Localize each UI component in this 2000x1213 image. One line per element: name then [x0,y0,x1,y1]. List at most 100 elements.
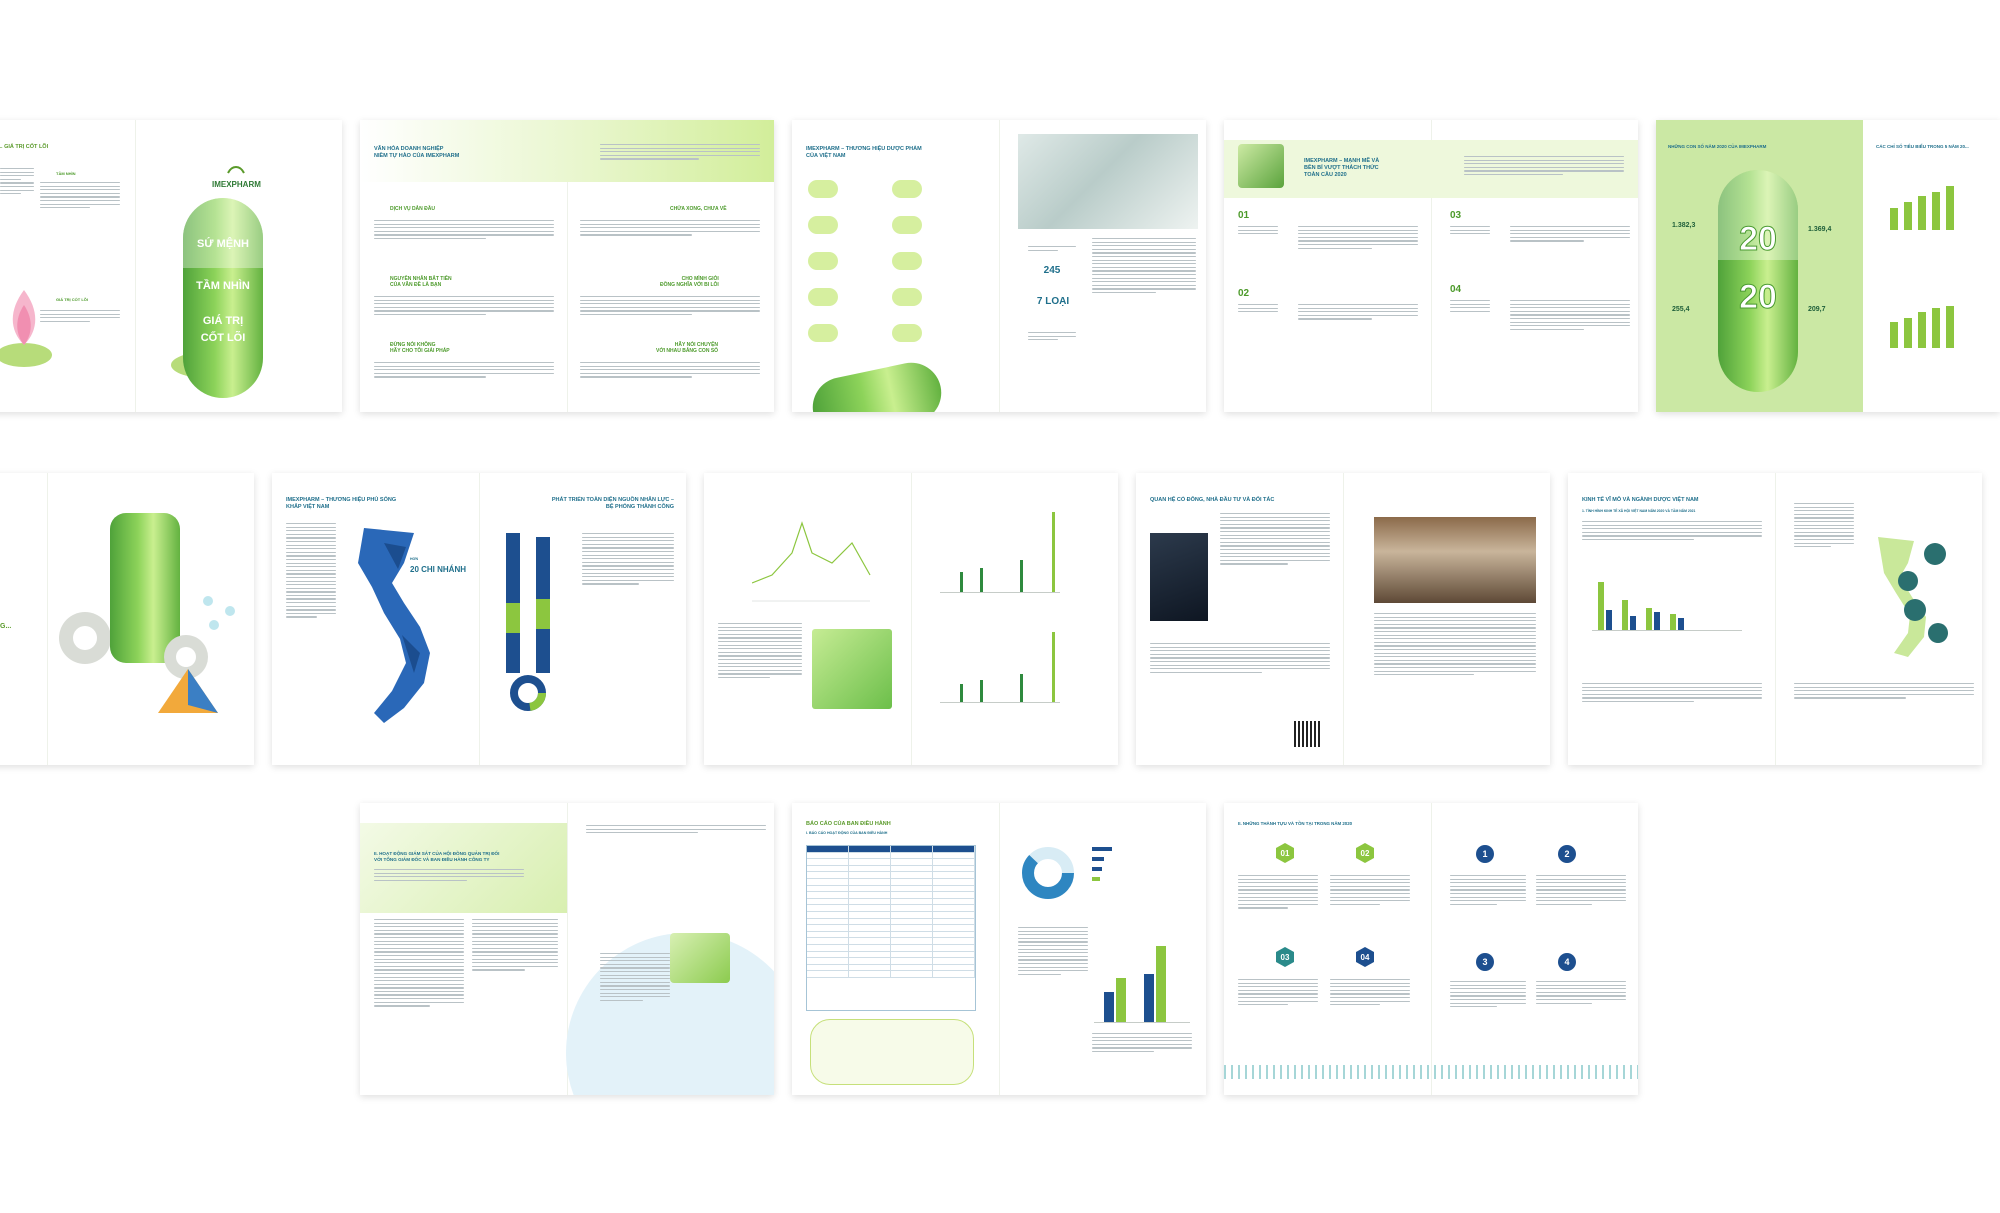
spread-achievements[interactable]: II. NHỮNG THÀNH TỰU VÀ TỒN TẠI TRONG NĂM… [1224,803,1638,1095]
spread-fold [1431,803,1432,1095]
circle-number-badge: 2 [1558,845,1576,863]
section-text [1238,226,1278,237]
spread-charts[interactable] [704,473,1118,765]
spread-executive-report[interactable]: BÁO CÁO CỦA BAN ĐIỀU HÀNH I. BÁO CÁO HOẠ… [792,803,1206,1095]
body-text [1794,503,1854,550]
branch-count: 20 CHI NHÁNH [410,565,467,574]
hex-number-badge: 03 [1276,947,1294,967]
body-text [374,919,464,1009]
body-text [1536,981,1626,1006]
body-text [1450,875,1526,907]
core-values-label: GIÁ TRỊ CỐT LÕI [56,297,88,302]
figure-value: 1.369,4 [1808,226,1832,233]
hbar-chart [1092,843,1192,893]
stat-number: 245 [1043,265,1061,276]
section-text [1238,304,1278,315]
section-text [1450,300,1490,314]
header-band [1224,140,1638,198]
capsule-graphic [807,357,947,412]
body-text [374,220,554,242]
spread-title: KINH TẾ VĨ MÔ VÀ NGÀNH DƯỢC VIỆT NAM [1582,497,1699,503]
vision-label: TẦM NHÌN [56,171,76,176]
workforce-donut-chart [510,675,546,711]
spread-fold [567,803,568,1095]
product-category-box [892,216,922,234]
spread-vietnamese-brand[interactable]: IMEXPHARM – THƯƠNG HIỆU DƯỢC PHẨM CỦA VI… [792,120,1206,412]
stat-badge [1904,599,1926,621]
spread-macro-economy[interactable]: KINH TẾ VĨ MÔ VÀ NGÀNH DƯỢC VIỆT NAM 1. … [1568,473,1982,765]
stat-badge [1924,543,1946,565]
bar-chart [1094,943,1190,1023]
body-text [374,362,554,380]
line-chart [752,521,871,602]
product-category-box [808,216,838,234]
pill-word: GIÁ TRỊ [202,315,244,327]
stat-number: 7 LOẠI [1036,296,1070,307]
lotus-flower-icon [0,290,52,367]
body-text [586,825,766,836]
spread-title: II. NHỮNG THÀNH TỰU VÀ TỒN TẠI TRONG NĂM… [1238,821,1353,826]
product-category-box [808,252,838,270]
logo-mark-icon [227,166,246,174]
body-text [580,220,760,238]
spread-right-title: CÁC CHỈ SỐ TIÊU BIỂU TRONG 5 NĂM 20... [1876,144,1969,149]
meeting-photo [1374,517,1536,603]
leaf-illustration [670,933,730,983]
molecule-icon [203,596,235,630]
spread-investor-relations[interactable]: QUAN HỆ CỔ ĐÔNG, NHÀ ĐẦU TƯ VÀ ĐỐI TÁC [1136,473,1550,765]
body-text [1298,304,1418,322]
body-text [374,296,554,318]
spread-subtitle: I. BÁO CÁO HOẠT ĐỘNG CỦA BAN ĐIỀU HÀNH [806,831,888,835]
spread-2020-figures[interactable]: NHỮNG CON SỐ NĂM 2020 CỦA IMEXPHARM 20 2… [1656,120,2000,412]
body-text [1330,875,1410,907]
section-number: 02 [1238,288,1250,299]
spread-title: BÁO CÁO CỦA BAN ĐIỀU HÀNH [806,821,891,827]
revenue-donut-chart [1022,847,1074,899]
spread-nationwide-coverage[interactable]: IMEXPHARM – THƯƠNG HIỆU PHỦ SÓNG KHẮP VI… [272,473,686,765]
spread-growth-illustration[interactable]: G... [0,473,254,765]
hex-number-badge: 02 [1356,843,1374,863]
spread-title: IMEXPHARM – THƯƠNG HIỆU DƯỢC PHẨM CỦA VI… [806,146,922,159]
body-text [1330,979,1410,1008]
figure-value: 209,7 [1808,306,1826,313]
body-text [0,168,34,197]
section-number: 01 [1238,210,1250,221]
circle-number-badge: 3 [1476,953,1494,971]
vietnam-map [1878,537,1926,657]
factory-illustration [1238,144,1284,188]
highlight-note [810,1019,974,1085]
section-text [1450,226,1490,237]
product-category-box [808,180,838,198]
spread-global-challenge[interactable]: IMEXPHARM – MẠNH MẼ VÀ BỀN BỈ VƯỢT THÁCH… [1224,120,1638,412]
spread-board-supervision[interactable]: II. HOẠT ĐỘNG GIÁM SÁT CỦA HỘI ĐỒNG QUẢN… [360,803,774,1095]
spread-subtitle: 1. TÌNH HÌNH KINH TẾ XÃ HỘI VIỆT NAM NĂM… [1582,509,1696,513]
report-illustration [812,629,892,709]
spread-fold [47,473,48,765]
product-category-box [892,324,922,342]
culture-subhead: CHỨA XONG, CHƯA VỀ [670,206,727,212]
body-text [1298,226,1418,251]
stat-badge [1898,571,1918,591]
body-text [1092,238,1196,296]
figure-value: 1.382,3 [1672,222,1696,229]
body-text [1374,613,1536,678]
body-text [580,296,760,318]
stat-badge [1928,623,1948,643]
header-band [360,120,774,182]
bar-chart [940,512,1060,593]
spread-corporate-culture[interactable]: VĂN HÓA DOANH NGHIỆP NIỀM TỰ HÀO CỦA IME… [360,120,774,412]
product-category-box [892,180,922,198]
spread-title: G... [0,623,12,630]
section-number: 04 [1450,284,1462,295]
body-text [1536,875,1626,907]
body-text [1220,513,1330,567]
spread-fold [1431,120,1432,412]
pill-word: CỐT LÕI [200,332,246,344]
header-band [360,823,567,913]
body-text [1582,683,1762,705]
spread-mission-vision[interactable]: ... GIÁ TRỊ CỐT LÕI TẦM NHÌN GIÁ TRỊ CỐT… [0,120,342,412]
body-text [1510,226,1630,244]
culture-subhead: CHO MÌNH GIỎI ĐỒNG NGHĨA VỚI BI LỖI [660,276,719,288]
vietnam-map [358,528,430,723]
body-text [582,533,674,587]
